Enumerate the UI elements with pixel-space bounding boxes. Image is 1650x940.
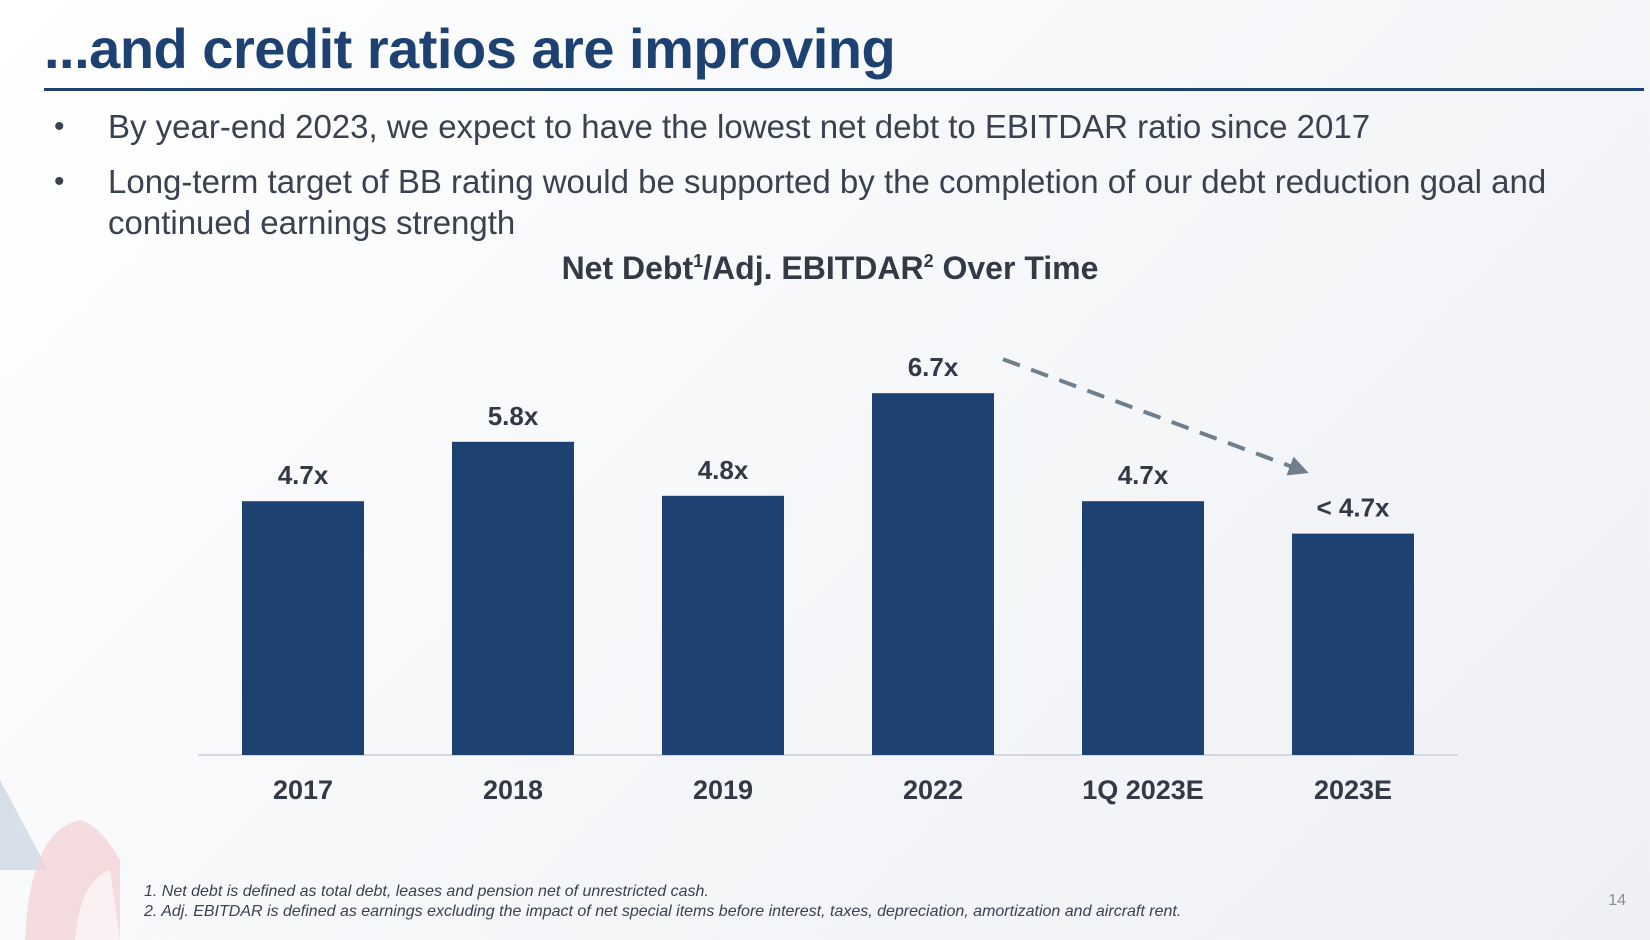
x-tick-label: 2017	[273, 775, 333, 805]
data-label: 4.8x	[698, 455, 749, 485]
x-tick-label: 2018	[483, 775, 543, 805]
slide-title: ...and credit ratios are improving	[44, 17, 896, 80]
bar-2023e	[1292, 533, 1414, 755]
bullet-dot-icon: •	[54, 110, 65, 143]
bar-2019	[662, 495, 784, 755]
data-label: 4.7x	[278, 460, 329, 490]
corner-logo-graphic	[0, 780, 120, 940]
data-label: 4.7x	[1118, 460, 1169, 490]
bullet-item: • Long-term target of BB rating would be …	[50, 161, 1610, 243]
footnote-marker: 1	[693, 251, 704, 271]
footnote-2: 2. Adj. EBITDAR is defined as earnings e…	[144, 903, 1182, 920]
bar-2022	[872, 393, 994, 755]
bar-1q-2023e	[1082, 501, 1204, 755]
bullet-list: • By year-end 2023, we expect to have the…	[50, 106, 1610, 257]
trend-arrow	[1002, 357, 1309, 476]
footnotes: 1. Net debt is defined as total debt, le…	[144, 882, 1181, 922]
chart-title-part: /Adj. EBITDAR	[703, 250, 924, 286]
chart-title-part: Over Time	[933, 250, 1099, 286]
page-number: 14	[1608, 892, 1626, 909]
x-tick-label: 2019	[693, 775, 753, 805]
x-tick-label: 2022	[903, 775, 963, 805]
bar-2018	[452, 441, 574, 755]
title-divider	[44, 88, 1644, 91]
x-tick-label: 2023E	[1314, 775, 1392, 805]
chart-title-part: Net Debt	[561, 250, 694, 286]
data-label: 5.8x	[488, 401, 539, 431]
data-label: 6.7x	[908, 352, 959, 382]
x-tick-label: 1Q 2023E	[1082, 775, 1204, 805]
footnote-marker: 2	[923, 251, 934, 271]
data-label: < 4.7x	[1316, 493, 1390, 523]
bullet-text: By year-end 2023, we expect to have the …	[108, 108, 1371, 145]
chart-title: Net Debt1/Adj. EBITDAR2 Over Time	[0, 250, 1650, 287]
footnote-1: 1. Net debt is defined as total debt, le…	[144, 883, 709, 900]
bullet-item: • By year-end 2023, we expect to have the…	[50, 106, 1610, 147]
bullet-text: Long-term target of BB rating would be s…	[108, 163, 1547, 241]
bar-2017	[242, 501, 364, 755]
bullet-dot-icon: •	[54, 165, 65, 198]
